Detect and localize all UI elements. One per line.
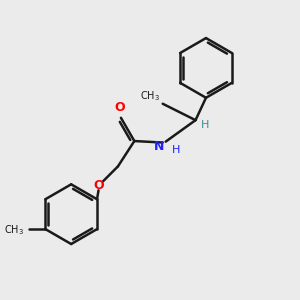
- Text: H: H: [172, 145, 181, 155]
- Text: H: H: [201, 120, 209, 130]
- Text: CH$_3$: CH$_3$: [4, 223, 24, 237]
- Text: O: O: [114, 101, 125, 114]
- Text: N: N: [154, 140, 164, 153]
- Text: O: O: [93, 179, 104, 192]
- Text: CH$_3$: CH$_3$: [140, 89, 160, 103]
